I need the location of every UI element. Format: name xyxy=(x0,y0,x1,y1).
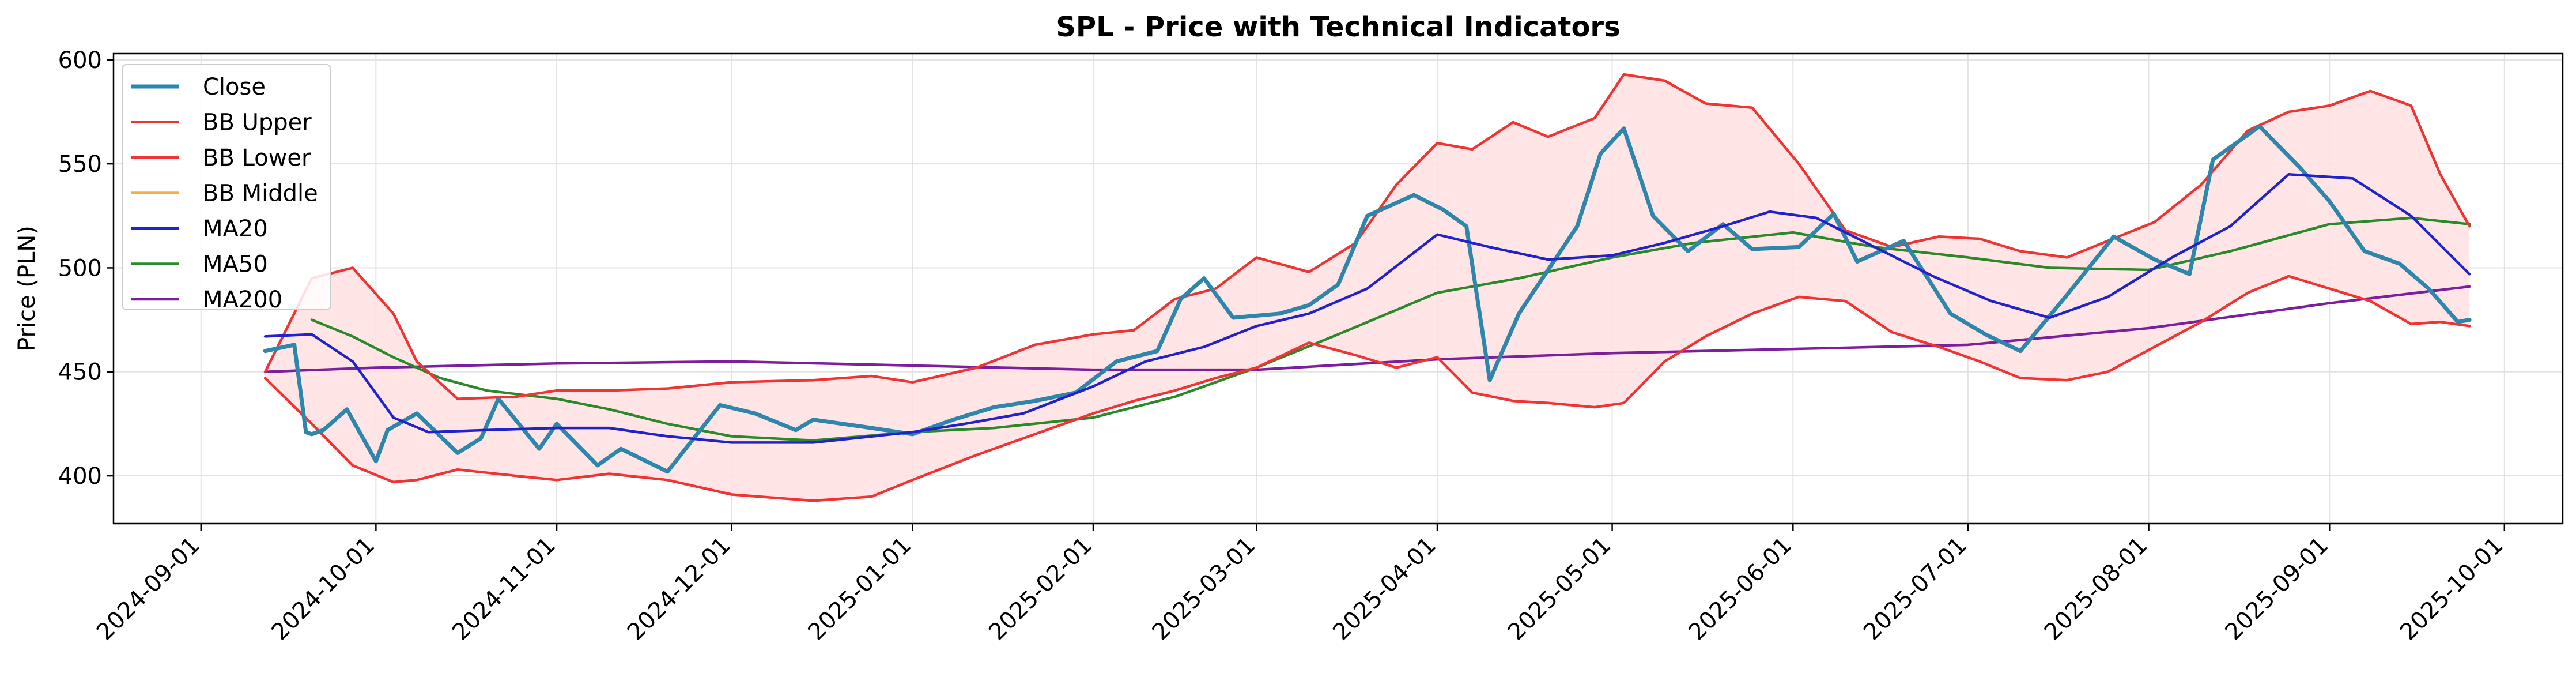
y-axis-label: Price (PLN) xyxy=(14,225,40,351)
legend-label-ma50: MA50 xyxy=(203,251,268,278)
y-tick-label: 550 xyxy=(58,151,102,178)
legend-label-ma200: MA200 xyxy=(203,287,282,313)
series-line-ma20 xyxy=(263,172,2471,444)
legend-label-close: Close xyxy=(203,74,266,100)
legend-box xyxy=(122,64,331,310)
series-line-bb-upper xyxy=(263,73,2471,400)
legend-label-ma20: MA20 xyxy=(203,216,268,242)
legend-label-bb-upper: BB Upper xyxy=(203,110,312,136)
series-line-ma200 xyxy=(263,285,2471,373)
y-axis: 400 450 500 550 600 xyxy=(58,47,114,490)
plot-frame xyxy=(112,52,2564,525)
legend-label-bb-lower: BB Lower xyxy=(203,145,311,171)
series-line-bb-lower xyxy=(263,275,2471,502)
series-line-close xyxy=(263,124,2472,474)
chart-title: SPL - Price with Technical Indicators xyxy=(1056,11,1620,43)
y-tick-label: 400 xyxy=(58,463,102,490)
y-tick-label: 450 xyxy=(58,359,102,386)
y-tick-label: 600 xyxy=(58,47,102,74)
legend-label-bb-middle: BB Middle xyxy=(203,181,318,207)
y-tick-label: 500 xyxy=(58,255,102,281)
legend: Close BB Upper BB Lower BB Middle MA20 MA50 MA… xyxy=(122,64,331,313)
series-lines xyxy=(263,73,2472,502)
